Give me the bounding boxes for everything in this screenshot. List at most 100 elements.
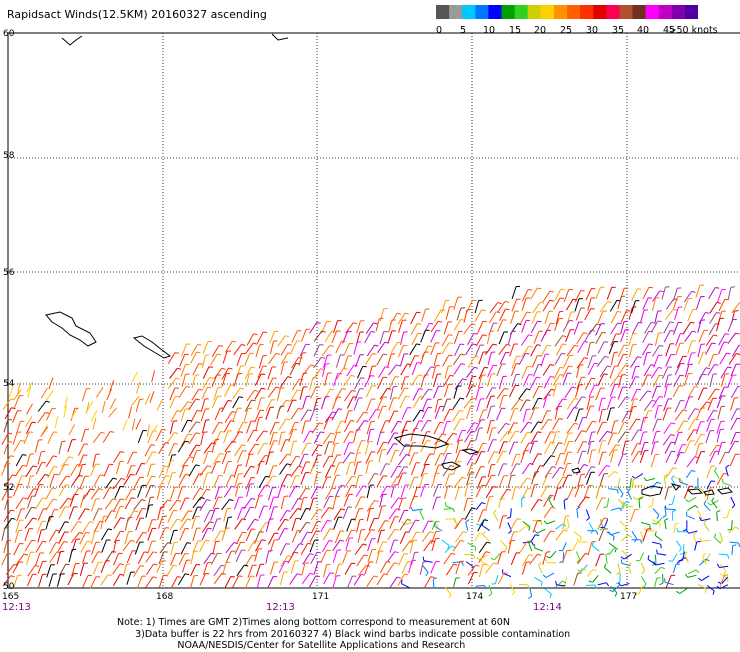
wind-barb-feather (108, 575, 112, 576)
wind-barb (435, 454, 440, 466)
wind-barb-feather (423, 557, 424, 561)
wind-barb (488, 365, 494, 377)
wind-barb (567, 488, 573, 500)
wind-barb-feather (517, 519, 521, 520)
wind-barb-feather (498, 303, 502, 304)
wind-barb-feather (592, 421, 596, 422)
wind-barb-feather (449, 335, 453, 336)
wind-barb (4, 420, 8, 432)
wind-barb-feather (188, 402, 192, 403)
wind-barb-feather (112, 511, 116, 512)
wind-barb-feather (472, 398, 476, 399)
wind-barb-feather (338, 409, 342, 410)
wind-barb (93, 432, 101, 443)
wind-barb (521, 432, 528, 443)
wind-barb (389, 365, 397, 375)
wind-barb (179, 386, 186, 397)
wind-barb (292, 519, 296, 532)
wind-barb-feather (32, 540, 36, 541)
wind-barb (266, 452, 270, 465)
wind-barb-feather (451, 553, 455, 554)
wind-barb-feather (728, 555, 729, 559)
wind-barb-feather (642, 571, 645, 574)
wind-barb (621, 311, 626, 323)
wind-barb (631, 357, 638, 368)
wind-barb-feather (264, 443, 268, 444)
wind-barb-feather (490, 331, 494, 332)
wind-barb-feather (343, 369, 347, 370)
wind-barb-feather (472, 508, 476, 509)
wind-barb (292, 379, 299, 390)
wind-barb (157, 399, 162, 410)
wind-barb (191, 352, 197, 364)
wind-barb (522, 346, 529, 357)
wind-barb-feather (628, 535, 632, 537)
wind-barb (387, 552, 395, 563)
wind-barb (136, 419, 141, 430)
wind-barb-feather (305, 421, 309, 422)
wind-barb (137, 382, 140, 394)
wind-barb (83, 551, 87, 563)
wind-barb-feather (702, 374, 706, 375)
wind-barb-feather (298, 408, 302, 409)
wind-barb (413, 389, 419, 401)
wind-barb-feather (113, 499, 117, 500)
wind-barb-feather (667, 384, 671, 385)
wind-barb-feather (262, 540, 266, 541)
wind-barb (508, 476, 511, 489)
wind-barb-feather (649, 287, 653, 288)
wind-barb (277, 388, 280, 401)
wind-barb (702, 576, 710, 581)
wind-barb (684, 322, 691, 333)
wind-barb (47, 390, 54, 400)
wind-barb (576, 308, 581, 320)
wind-barb-feather (405, 388, 409, 389)
wind-barb (180, 402, 188, 413)
wind-barb-feather (132, 498, 136, 499)
wind-barb (421, 375, 425, 388)
wind-barb-feather (680, 553, 684, 554)
wind-barb-feather (476, 565, 480, 566)
wind-barb (193, 364, 199, 376)
wind-barb (145, 394, 150, 405)
wind-barb (567, 408, 574, 419)
wind-barb (344, 390, 352, 401)
wind-barb-feather (522, 497, 526, 498)
wind-barb (444, 409, 450, 421)
wind-barb (189, 399, 196, 410)
wind-barb (182, 374, 185, 387)
wind-barb-feather (294, 552, 298, 553)
wind-barb (233, 408, 238, 420)
wind-barb (653, 509, 659, 516)
wind-barb (334, 463, 339, 475)
wind-barb-feather (583, 442, 587, 443)
wind-barb (677, 421, 684, 432)
wind-barb (578, 497, 586, 507)
wind-barb (688, 341, 692, 353)
wind-barb (717, 422, 721, 434)
wind-barb-feather (540, 302, 544, 303)
wind-barb (475, 345, 480, 357)
wind-barb (301, 473, 306, 485)
wind-barb (301, 443, 307, 455)
wind-barb (170, 368, 178, 379)
wind-barb (333, 497, 336, 510)
wind-barb (300, 344, 305, 356)
wind-barb-feather (275, 533, 279, 534)
wind-barb-feather (255, 519, 259, 520)
wind-barb-feather (99, 489, 103, 490)
wind-barb (424, 577, 430, 588)
coastline-aleutian-7 (688, 489, 702, 494)
wind-barb-feather (632, 476, 635, 478)
wind-barb (193, 497, 201, 508)
wind-barb-feather (207, 500, 211, 501)
wind-barb-feather (357, 429, 361, 430)
wind-barb (566, 330, 571, 342)
wind-barb (676, 541, 681, 548)
wind-barb (435, 526, 443, 531)
wind-barb-feather (228, 368, 232, 369)
wind-barb (479, 352, 483, 364)
wind-barb-feather (404, 574, 408, 575)
wind-barb-feather (329, 456, 333, 457)
wind-barb (497, 388, 505, 399)
